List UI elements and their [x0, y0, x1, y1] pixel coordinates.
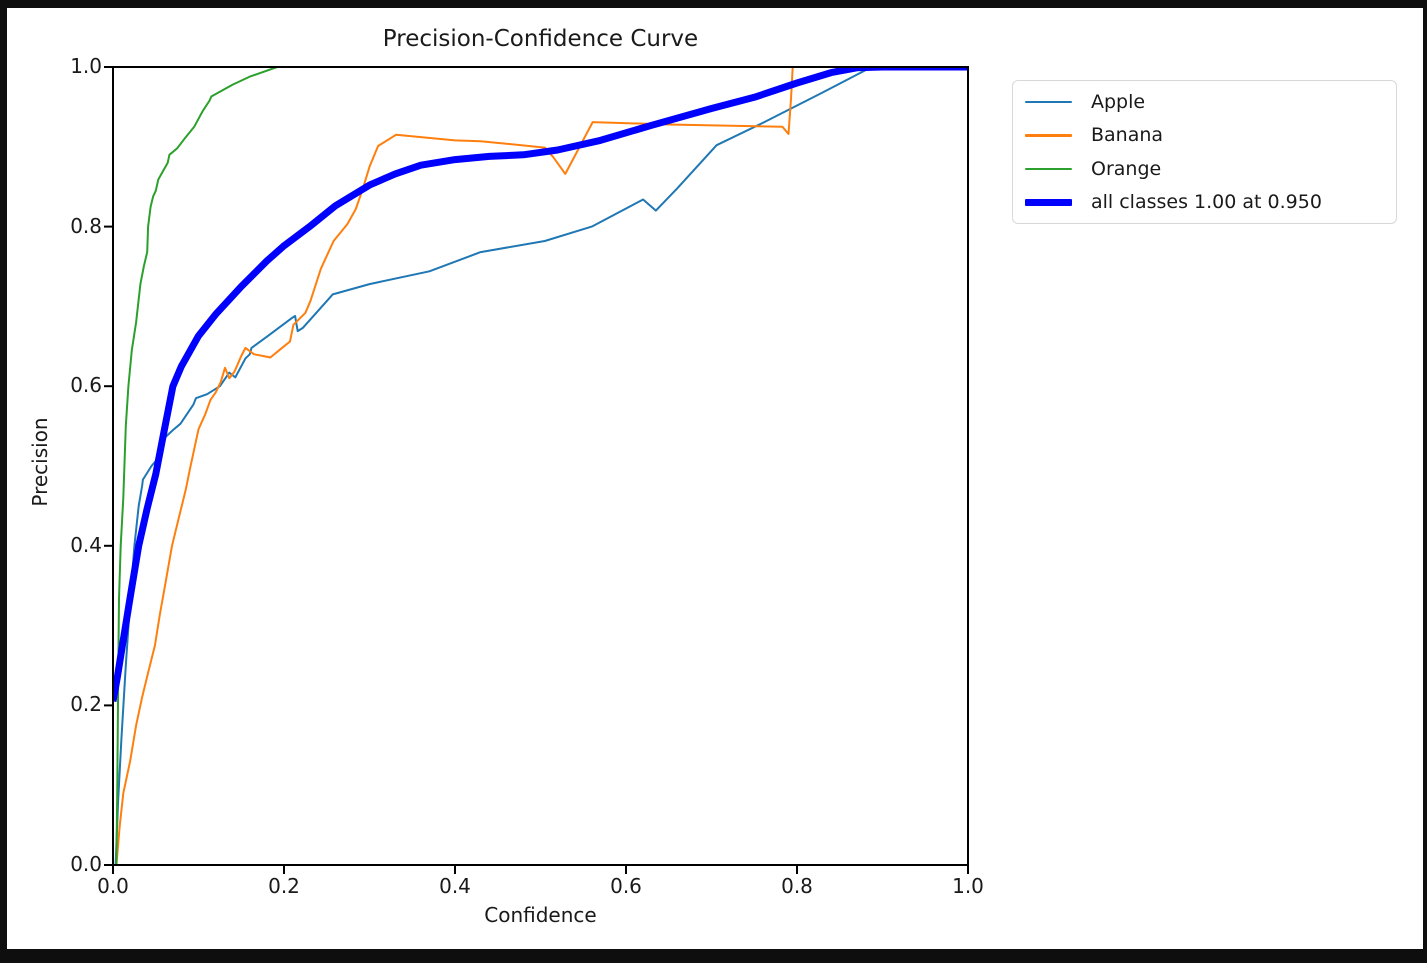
legend-item-orange: Orange [1013, 152, 1396, 186]
y-tick-label: 1.0 [70, 54, 102, 78]
x-tick-label: 0.4 [439, 874, 471, 898]
legend-item-all-classes: all classes 1.00 at 0.950 [1013, 186, 1396, 220]
legend-line-sample-banana [1025, 134, 1072, 137]
y-tick-label: 0.4 [70, 532, 102, 557]
series-line-all-classes-1-00-at-0-950 [113, 67, 968, 703]
x-tick-label: 0.2 [268, 874, 300, 898]
series-line-banana [115, 67, 968, 865]
x-tick-label: 0.8 [781, 874, 813, 898]
y-tick-label: 0.6 [70, 373, 102, 398]
y-tick-label: 0.8 [70, 213, 102, 238]
legend-box: Apple Banana Orange all classes 1.00 at … [1012, 80, 1397, 224]
y-tick-label: 0.0 [70, 852, 102, 876]
legend-label: all classes 1.00 at 0.950 [1091, 191, 1322, 214]
series-line-orange [115, 67, 968, 865]
x-tick-label: 1.0 [952, 874, 984, 898]
y-tick-label: 0.2 [70, 692, 102, 717]
legend-label: Orange [1091, 157, 1162, 180]
x-axis-label: Confidence [484, 903, 597, 927]
legend-line-sample-orange [1025, 167, 1072, 170]
legend-label: Apple [1091, 90, 1146, 113]
legend-label: Banana [1091, 124, 1164, 147]
series-line-apple [114, 67, 968, 865]
x-tick-label: 0.0 [97, 874, 129, 898]
x-tick-label: 0.6 [610, 874, 642, 898]
y-axis-label: Precision [28, 417, 52, 507]
legend-item-banana: Banana [1013, 119, 1396, 153]
legend-item-apple: Apple [1013, 85, 1396, 119]
chart-title: Precision-Confidence Curve [382, 26, 699, 52]
legend-line-sample-all-classes [1025, 198, 1072, 206]
legend-line-sample-apple [1025, 100, 1072, 103]
axes-spines [112, 66, 969, 866]
